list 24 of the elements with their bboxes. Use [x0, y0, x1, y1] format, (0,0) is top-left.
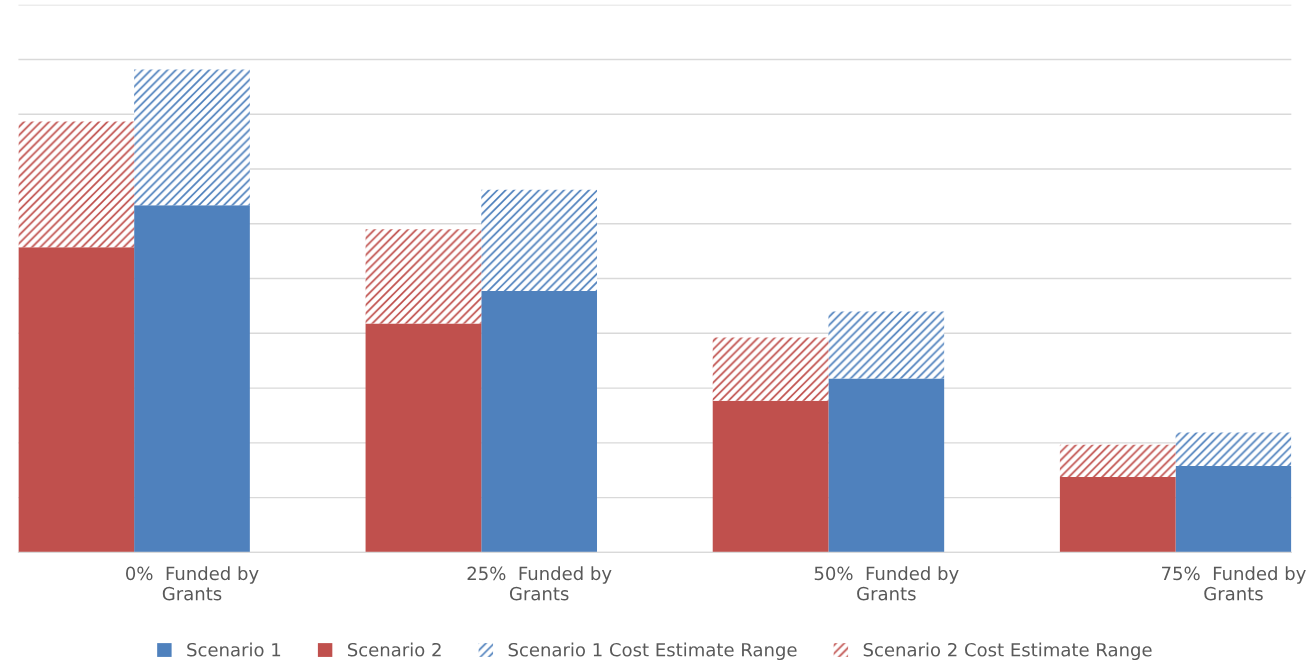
legend-label: Scenario 2 Cost Estimate Range	[863, 642, 1152, 661]
bar	[1059, 477, 1176, 553]
bar	[365, 323, 482, 553]
bar	[1175, 465, 1292, 553]
bar	[365, 229, 482, 324]
bar	[1059, 444, 1176, 478]
bar	[712, 337, 829, 401]
x-tick-label: 25% Funded by Grants	[467, 566, 612, 601]
bar	[134, 69, 250, 206]
bar	[134, 205, 250, 553]
legend-label: Scenario 1 Cost Estimate Range	[508, 642, 797, 661]
legend-label: Scenario 1	[187, 642, 281, 657]
bar	[481, 189, 598, 292]
x-tick-label: 75% Funded by Grants	[1162, 566, 1306, 601]
x-tick-label: 0% Funded by Grants	[126, 566, 259, 601]
bar	[18, 247, 135, 553]
bar	[712, 400, 829, 553]
bar	[1175, 432, 1292, 466]
bar	[481, 291, 598, 553]
bar	[18, 121, 135, 248]
bar	[828, 378, 945, 553]
legend-label: Scenario 2	[347, 642, 441, 657]
x-tick-label: 50% Funded by Grants	[814, 566, 959, 601]
bar	[828, 311, 945, 379]
